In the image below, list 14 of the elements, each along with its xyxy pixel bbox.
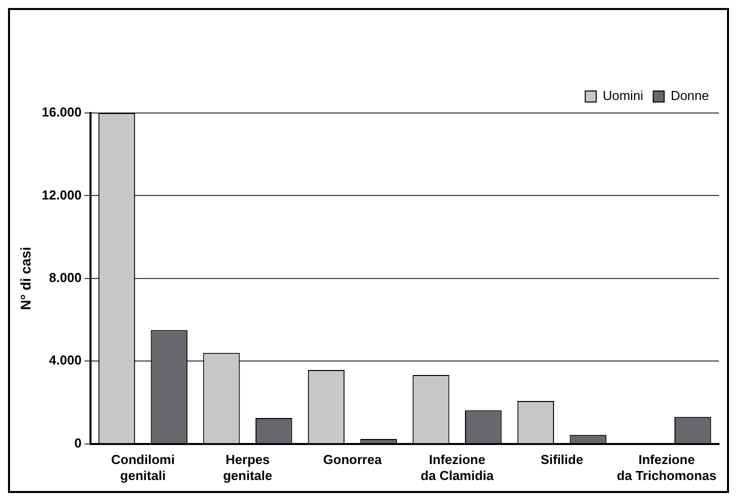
x-tick-label: Gonorrea	[323, 452, 382, 468]
x-tick-label: Condilomi genitali	[111, 452, 175, 483]
y-tick-label: 16.000	[42, 104, 82, 120]
x-tick-label: Infezione da Trichomonas	[616, 452, 716, 483]
y-axis-title: N° di casi	[17, 246, 34, 310]
x-tick-label: Herpes genitale	[223, 452, 272, 483]
legend-label: Uomini	[602, 88, 644, 104]
legend-label: Donne	[670, 88, 710, 104]
x-tick-label: Infezione da Clamidia	[420, 452, 494, 483]
y-tick-label: 0	[74, 435, 82, 450]
y-tick-label: 8.000	[49, 270, 82, 285]
x-tick-label: Sifilide	[540, 452, 584, 468]
y-tick-label: 12.000	[42, 187, 82, 202]
y-tick-label: 4.000	[49, 352, 82, 368]
